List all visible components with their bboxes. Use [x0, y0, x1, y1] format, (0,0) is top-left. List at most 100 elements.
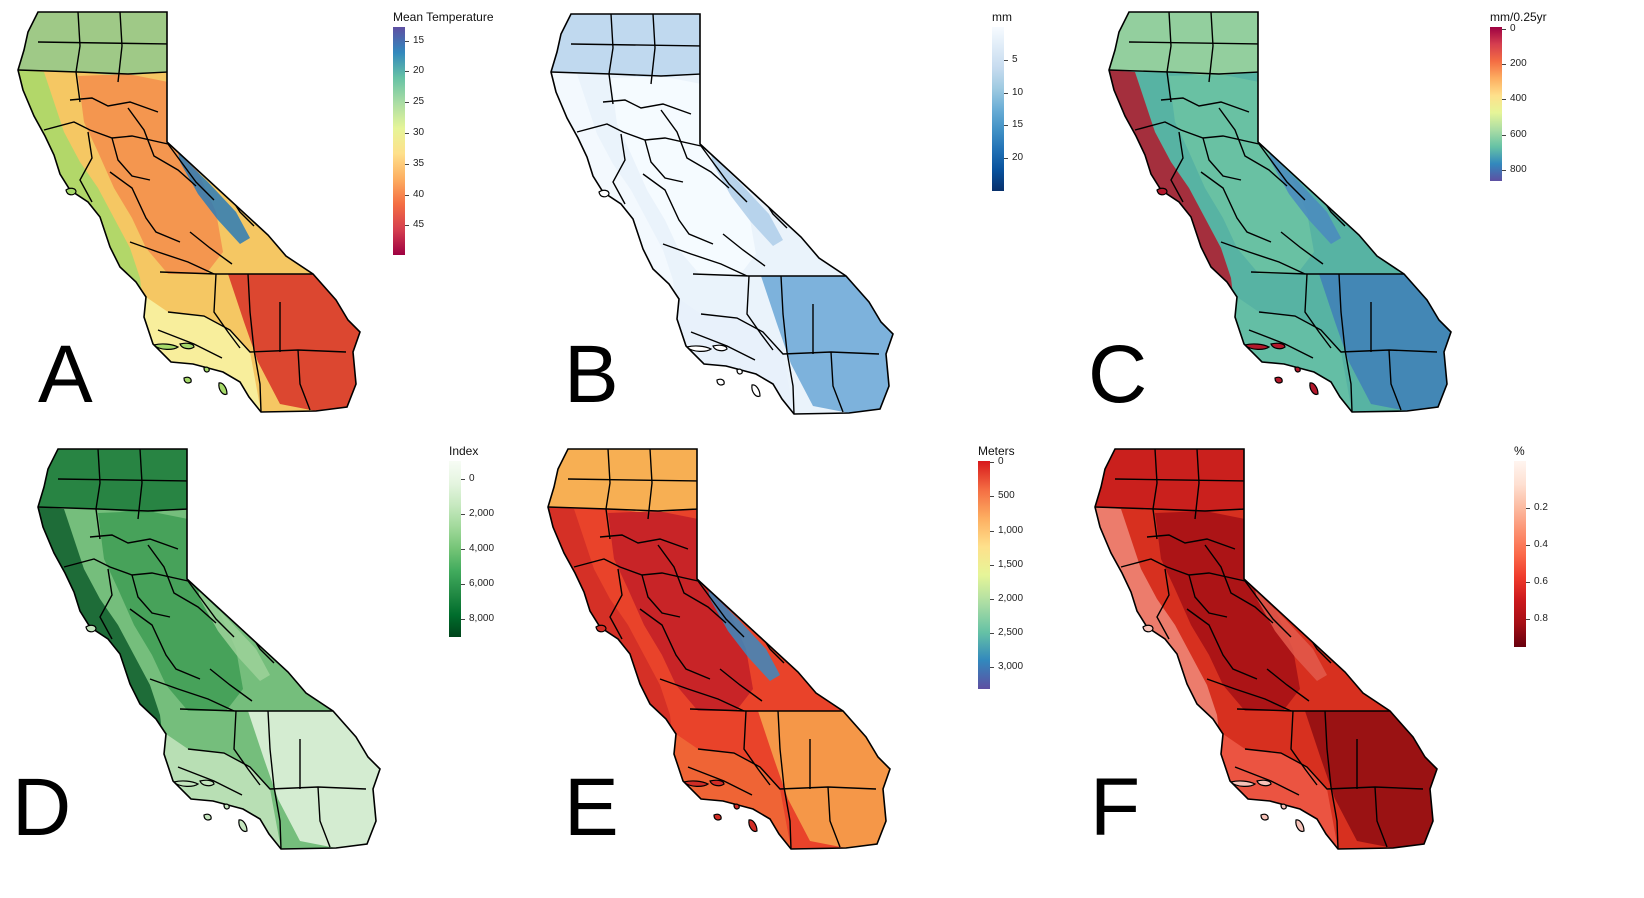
island — [183, 376, 192, 384]
legend-tick-label: 25 — [413, 96, 425, 108]
county-border — [690, 331, 756, 361]
region-desert — [228, 274, 360, 411]
county-border — [1194, 449, 1200, 520]
legend-tick-label: 0.4 — [1534, 538, 1548, 550]
legend-tick — [1526, 544, 1530, 546]
region-central — [1169, 74, 1314, 274]
legend-title-a: Mean Temperature — [393, 10, 494, 24]
island — [595, 624, 607, 633]
legend-tick — [990, 564, 994, 566]
county-border — [576, 123, 702, 147]
county-border — [1220, 241, 1306, 275]
legend-tick — [1502, 170, 1506, 172]
island — [179, 342, 195, 350]
county-border — [1258, 311, 1438, 353]
legend-tick — [1004, 158, 1008, 160]
county-border — [1266, 668, 1310, 702]
region-coast — [1095, 507, 1229, 779]
county-border — [38, 506, 189, 512]
county-border — [1388, 349, 1402, 411]
legend-tick — [990, 496, 994, 498]
legend-tick — [405, 40, 409, 42]
region-north — [1109, 12, 1258, 76]
county-border — [1244, 748, 1424, 790]
legend-tick — [405, 163, 409, 165]
county-border — [697, 580, 745, 638]
legend-tick-label: 0 — [998, 456, 1004, 468]
region-sierra — [187, 519, 270, 681]
california-map-f — [1094, 448, 1438, 850]
county-border — [1120, 558, 1246, 582]
region-north — [38, 449, 187, 513]
county-border — [1156, 568, 1170, 640]
legend-title-f: % — [1514, 444, 1525, 458]
county-border — [187, 748, 367, 790]
legend-tick — [990, 462, 994, 464]
legend-title-c: mm/0.25yr — [1490, 10, 1547, 24]
county-border — [99, 568, 113, 640]
state-border — [547, 448, 891, 850]
region-south — [1235, 297, 1352, 412]
legend-title-b: mm — [992, 10, 1012, 24]
island — [1294, 366, 1301, 373]
region-south — [144, 297, 261, 412]
county-border — [79, 131, 93, 203]
island — [1256, 779, 1272, 787]
panel-letter-d: D — [12, 762, 72, 853]
region-coast — [18, 70, 152, 342]
legend-tick-label: 1,500 — [998, 558, 1024, 570]
region-south — [164, 734, 281, 849]
county-border — [177, 766, 243, 796]
region-central — [611, 76, 756, 276]
county-border — [157, 329, 223, 359]
panel-b: B mm 5 10 15 20 — [548, 0, 1096, 449]
county-border — [253, 349, 262, 412]
region-central — [1155, 511, 1300, 711]
legend-tick — [461, 478, 465, 480]
county-border — [570, 43, 702, 47]
county-border — [131, 574, 171, 618]
california-map-a — [17, 11, 361, 413]
county-border — [1109, 69, 1260, 75]
legend-tick — [1004, 59, 1008, 61]
county-border — [1146, 534, 1236, 550]
legend-tick-label: 2,000 — [998, 592, 1024, 604]
county-border — [746, 275, 774, 351]
county-border — [1114, 478, 1246, 482]
panel-letter-a: A — [38, 329, 93, 420]
legend-tick-label: 5 — [1012, 53, 1018, 65]
county-border — [783, 786, 792, 849]
region-coast — [1109, 70, 1243, 342]
county-border — [247, 273, 255, 351]
legend-tick-label: 500 — [998, 490, 1015, 502]
island — [152, 343, 180, 350]
legend-a: Mean Temperature 15 20 25 30 35 40 45 — [393, 10, 553, 270]
county-border — [1218, 107, 1288, 187]
legend-tick — [405, 71, 409, 73]
legend-tick — [405, 225, 409, 227]
region-central — [98, 511, 243, 711]
county-border — [1188, 574, 1228, 618]
legend-tick-label: 400 — [1510, 93, 1527, 105]
legend-title-d: Index — [449, 444, 479, 458]
county-border — [1234, 766, 1300, 796]
county-border — [129, 241, 215, 275]
state-border — [1094, 448, 1438, 850]
county-border — [1236, 708, 1393, 712]
state-border — [17, 11, 361, 413]
island — [1270, 342, 1286, 350]
region-north — [548, 449, 697, 513]
legend-tick-label: 10 — [1012, 86, 1024, 98]
region-desert — [248, 711, 380, 848]
county-border — [1344, 349, 1353, 412]
county-border — [657, 544, 727, 624]
island — [733, 803, 740, 810]
county-border — [189, 231, 233, 265]
legend-tick-label: 2,000 — [469, 507, 495, 519]
color-scale-c — [1490, 27, 1502, 181]
county-border — [37, 41, 169, 45]
county-border — [1128, 41, 1260, 45]
county-border — [273, 786, 282, 849]
legend-tick — [405, 102, 409, 104]
region-sierra — [1258, 82, 1341, 244]
